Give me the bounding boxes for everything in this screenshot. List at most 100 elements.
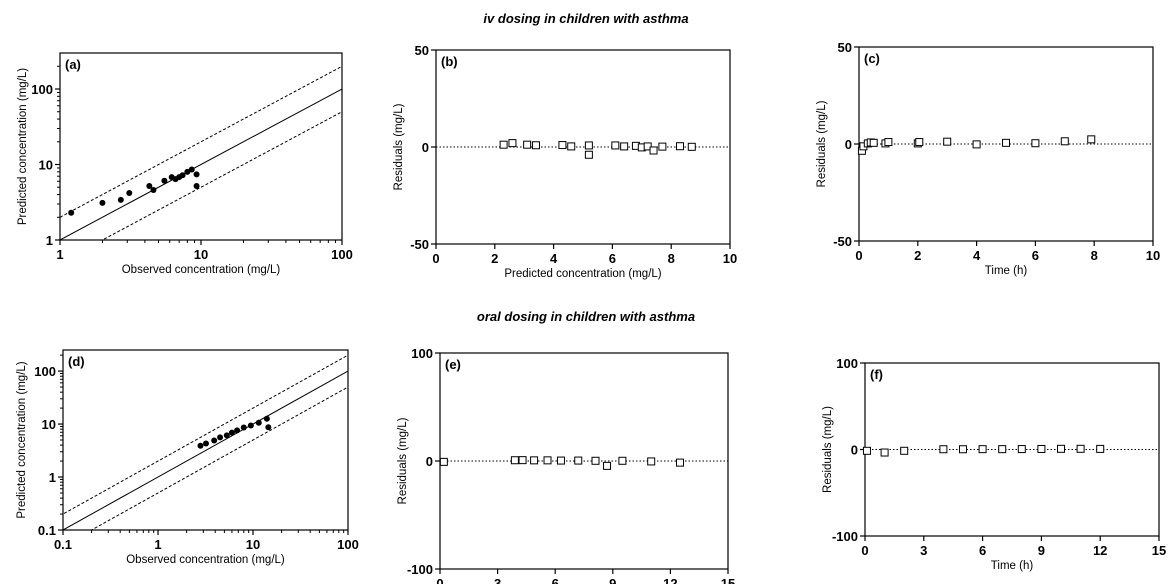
x-tick-label: 9 [1038, 543, 1045, 558]
x-tick-label: 6 [609, 251, 616, 266]
y-tick-label: 50 [415, 43, 429, 58]
panel-label: (d) [68, 354, 85, 369]
data-point [959, 445, 967, 454]
y-tick-label: 100 [836, 356, 858, 371]
data-point [620, 142, 629, 151]
data-point [687, 142, 696, 151]
data-point [862, 446, 871, 455]
x-tick-label: 4 [550, 251, 558, 266]
data-point [193, 171, 200, 178]
data-point [518, 456, 527, 465]
x-tick-label: 9 [609, 576, 616, 584]
data-point [202, 440, 209, 447]
x-tick-label: 4 [973, 248, 981, 263]
panel-d: 0.1 1 10 100 0.1 1 10 100 Observed concentration… [16, 349, 359, 566]
data-point [161, 177, 168, 184]
data-point [1031, 139, 1040, 148]
data-point [150, 186, 157, 193]
data-point [240, 424, 247, 431]
data-point [880, 448, 889, 457]
data-point [234, 427, 241, 434]
x-tick-label: 100 [331, 247, 353, 262]
y-tick-label: 0 [845, 137, 852, 152]
data-point [543, 456, 552, 465]
data-point [558, 141, 567, 150]
data-point [556, 456, 565, 465]
data-point [1076, 444, 1085, 453]
y-axis-label: Residuals (mg/L) [822, 406, 834, 493]
y-tick-label: -50 [833, 234, 852, 249]
x-tick-label: 3 [920, 543, 927, 558]
data-point [255, 419, 262, 426]
data-point [265, 424, 272, 431]
data-point [1037, 444, 1046, 453]
y-tick-label: -100 [832, 529, 858, 544]
y-tick-label: 1 [46, 233, 53, 248]
x-tick-label: 0 [861, 543, 868, 558]
data-point [188, 166, 195, 173]
x-tick-label: 10 [1146, 248, 1160, 263]
data-point [531, 141, 540, 150]
y-tick-label: 50 [838, 40, 852, 55]
x-tick-label: 2 [491, 251, 498, 266]
top-section-title: iv dosing in children with asthma [483, 11, 689, 26]
y-axis-label: Residuals (mg/L) [816, 100, 828, 187]
data-point [869, 138, 878, 147]
x-tick-label: 12 [1093, 543, 1107, 558]
x-axis-label: Observed concentration (mg/L) [122, 264, 281, 276]
data-point [263, 415, 270, 422]
data-point [998, 445, 1007, 454]
y-tick-label: 0 [426, 454, 433, 469]
y-tick-label: -100 [407, 562, 433, 577]
x-tick-label: 10 [194, 247, 208, 262]
data-point [117, 196, 124, 203]
data-point [574, 456, 583, 465]
x-tick-label: 8 [1091, 248, 1098, 263]
y-axis-label: Residuals (mg/L) [397, 417, 409, 504]
x-tick-label: 3 [494, 576, 501, 584]
data-point [228, 429, 235, 436]
x-tick-label: 2 [914, 248, 921, 263]
y-axis-label: Residuals (mg/L) [393, 103, 405, 190]
data-point [1060, 137, 1069, 146]
data-point [523, 140, 532, 149]
plot-frame [59, 52, 343, 241]
data-point [939, 445, 948, 454]
y-tick-label: -50 [410, 237, 429, 252]
data-point [603, 461, 612, 470]
panel-label: (f) [870, 367, 883, 382]
data-point [179, 172, 186, 179]
x-tick-label: 6 [552, 576, 559, 584]
x-tick-label: 6 [1032, 248, 1039, 263]
x-tick-label: 15 [1152, 543, 1166, 558]
data-point [1002, 138, 1010, 147]
data-point [508, 139, 517, 148]
data-point [900, 446, 909, 455]
data-point [567, 142, 576, 151]
y-tick-label: 100 [34, 364, 56, 379]
y-tick-label: 10 [39, 158, 53, 173]
data-point [126, 189, 133, 196]
identity-line [60, 88, 342, 240]
data-point [978, 445, 987, 454]
data-point [223, 432, 230, 439]
data-point [68, 209, 75, 216]
x-tick-label: 1 [56, 247, 63, 262]
y-tick-label: 100 [31, 82, 53, 97]
data-point [618, 456, 627, 465]
data-point [1057, 444, 1065, 453]
panel-label: (e) [445, 357, 461, 372]
x-axis-label: Observed concentration (mg/L) [126, 554, 285, 566]
x-tick-label: 10 [723, 251, 737, 266]
x-tick-label: 6 [979, 543, 986, 558]
data-point [676, 458, 684, 467]
fold-line [101, 111, 342, 240]
x-tick-label: 10 [246, 537, 260, 552]
x-tick-label: 12 [663, 576, 677, 584]
data-point [591, 456, 600, 465]
panel-label: (c) [864, 51, 880, 66]
